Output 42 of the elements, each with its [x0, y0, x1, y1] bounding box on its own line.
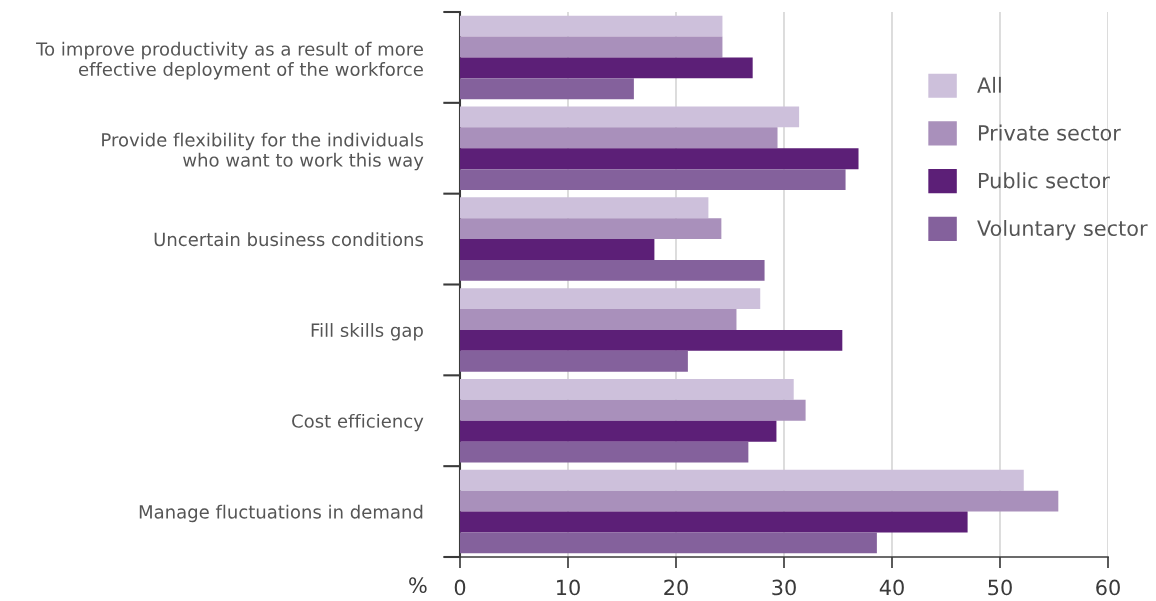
bar — [460, 57, 753, 79]
bar — [460, 378, 794, 400]
bar — [460, 259, 765, 281]
bar — [460, 441, 749, 463]
bar — [460, 309, 737, 330]
bar — [460, 36, 723, 58]
bar — [460, 197, 709, 219]
x-axis-title: % — [409, 577, 427, 594]
bar — [460, 420, 777, 442]
y-tick-label: Uncertain business conditions — [154, 232, 424, 247]
x-tick-label: 60 — [1096, 579, 1120, 596]
bar — [460, 399, 806, 421]
bar — [460, 490, 1059, 512]
legend-label: All — [977, 76, 1001, 93]
x-tick-label: 40 — [879, 579, 904, 596]
legend-label: Public sector — [978, 172, 1110, 189]
bar — [460, 148, 859, 170]
x-tick-label: 20 — [664, 579, 688, 596]
y-tick-label: To improve productivity as a result of more effective deployment of the workforce — [36, 41, 423, 80]
bar — [460, 469, 1024, 491]
bar — [460, 127, 778, 149]
x-tick-label: 10 — [557, 579, 580, 596]
x-tick-label: 0 — [454, 579, 466, 596]
y-tick-label: Provide flexibility for the individuals who want to work this way — [102, 132, 424, 171]
bar — [460, 532, 877, 554]
legend-label: Private sector — [978, 124, 1121, 141]
bar — [460, 288, 761, 310]
bar — [460, 78, 634, 100]
bar — [460, 106, 800, 128]
bar — [460, 350, 688, 372]
y-tick-label: Fill skills gap — [311, 323, 423, 341]
y-tick-label: Cost efficiency — [292, 413, 424, 432]
x-tick-label: 30 — [772, 579, 796, 596]
y-tick-label: Manage fluctuations in demand — [139, 504, 423, 523]
bar — [460, 15, 723, 37]
x-tick-label: 50 — [988, 579, 1012, 596]
bar — [460, 218, 722, 240]
bar — [460, 511, 968, 533]
bar — [460, 329, 843, 351]
bar — [460, 239, 655, 260]
bar — [460, 169, 846, 191]
legend-label: Voluntary sector — [977, 219, 1148, 241]
